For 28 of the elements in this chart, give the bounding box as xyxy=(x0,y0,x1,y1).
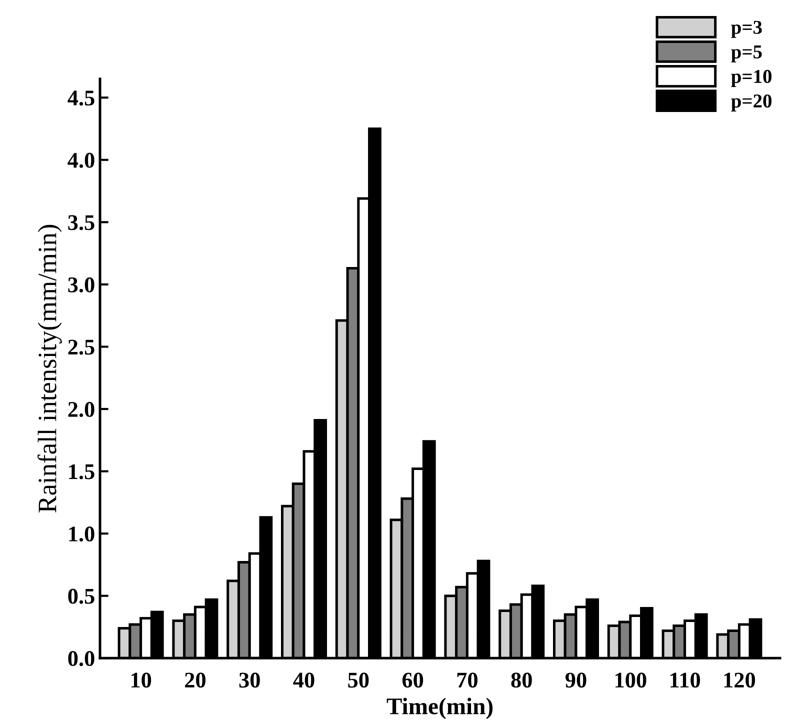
y-tick-label: 2.5 xyxy=(68,340,94,355)
x-axis-title: Time(min) xyxy=(386,698,493,720)
x-tick-label: 60 xyxy=(402,672,424,688)
legend-label: p=3 xyxy=(731,20,762,38)
legend-label: p=5 xyxy=(731,46,762,62)
y-tick-label: 2.0 xyxy=(68,402,94,418)
x-tick-label: 100 xyxy=(616,672,646,688)
x-tick-label: 110 xyxy=(670,672,700,688)
x-tick-label: 10 xyxy=(131,672,152,688)
y-axis-title: Rainfall intensity(mm/min) xyxy=(38,224,62,513)
legend-label: p=20 xyxy=(731,94,772,112)
x-tick-label: 70 xyxy=(457,672,478,688)
y-tick-label: 0.0 xyxy=(68,651,94,666)
y-tick-label: 4.5 xyxy=(68,90,94,106)
x-tick-label: 90 xyxy=(565,672,586,688)
x-tick-label: 50 xyxy=(348,672,369,688)
x-tick-label: 40 xyxy=(293,672,314,688)
x-tick-label: 20 xyxy=(185,672,206,688)
y-tick-label: 3.0 xyxy=(68,277,94,292)
legend-label: p=10 xyxy=(731,70,772,87)
y-tick-label: 0.5 xyxy=(68,588,94,604)
y-tick-label: 1.0 xyxy=(69,526,94,542)
x-tick-label: 120 xyxy=(724,672,756,688)
x-tick-label: 80 xyxy=(511,672,532,688)
y-tick-label: 1.5 xyxy=(69,464,94,480)
y-tick-label: 4.0 xyxy=(68,152,94,168)
y-tick-label: 3.5 xyxy=(68,215,94,230)
x-tick-label: 30 xyxy=(239,672,260,688)
